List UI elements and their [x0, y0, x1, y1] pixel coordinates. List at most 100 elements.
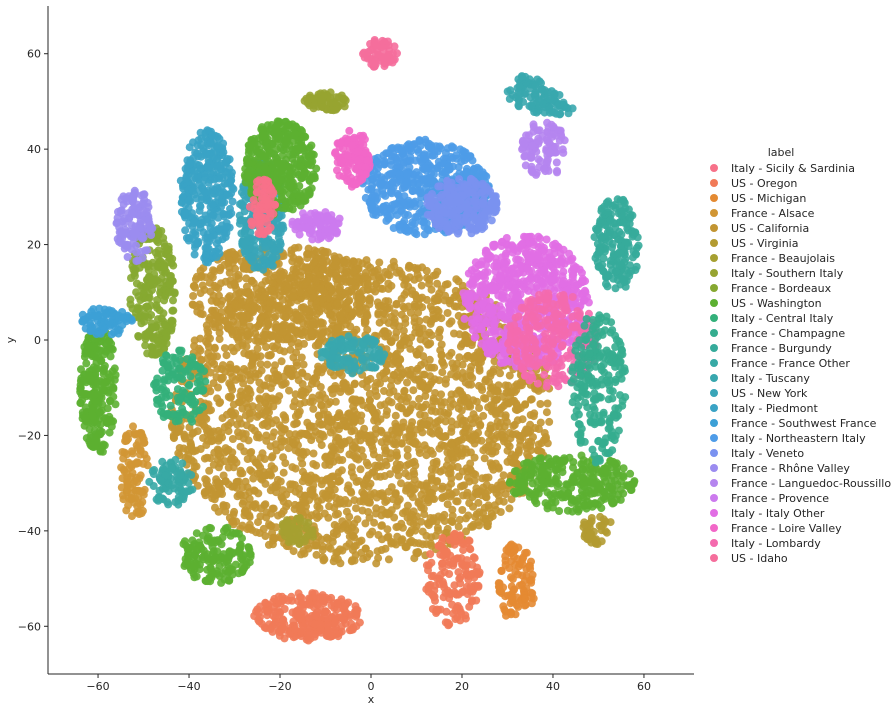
- scatter-point: [203, 453, 212, 462]
- scatter-point: [360, 424, 369, 433]
- scatter-point: [248, 353, 257, 362]
- scatter-point: [264, 317, 272, 326]
- scatter-point: [393, 145, 402, 154]
- scatter-point: [347, 279, 356, 288]
- scatter-point: [391, 411, 400, 420]
- scatter-point: [427, 471, 436, 480]
- scatter-point: [343, 484, 352, 493]
- scatter-point: [220, 260, 229, 269]
- scatter-point: [202, 243, 211, 252]
- scatter-point: [540, 266, 549, 275]
- scatter-point: [374, 531, 383, 539]
- scatter-point: [334, 468, 343, 477]
- scatter-point: [427, 377, 436, 386]
- scatter-point: [352, 504, 360, 513]
- scatter-point: [234, 428, 242, 437]
- scatter-point: [268, 286, 276, 294]
- scatter-point: [247, 448, 256, 456]
- scatter-point: [452, 291, 461, 300]
- scatter-point: [238, 469, 247, 478]
- scatter-point: [450, 218, 459, 227]
- scatter-point: [496, 310, 505, 319]
- scatter-point: [279, 468, 288, 477]
- scatter-point: [313, 502, 322, 511]
- scatter-point: [253, 412, 262, 421]
- scatter-point: [532, 275, 541, 284]
- scatter-point: [509, 269, 518, 278]
- scatter-point: [387, 398, 396, 407]
- scatter-point: [463, 473, 472, 482]
- scatter-point: [306, 489, 315, 498]
- scatter-point: [229, 185, 238, 193]
- scatter-point: [268, 394, 277, 403]
- scatter-point: [418, 382, 427, 391]
- scatter-point: [230, 507, 239, 516]
- scatter-point: [403, 408, 412, 417]
- scatter-point: [465, 499, 474, 508]
- scatter-point: [234, 398, 243, 407]
- scatter-point: [388, 178, 397, 187]
- scatter-point: [189, 447, 198, 456]
- scatter-point: [242, 274, 251, 283]
- scatter-point: [448, 505, 457, 514]
- scatter-point: [216, 489, 225, 497]
- scatter-point: [431, 407, 440, 416]
- scatter-point: [400, 386, 409, 395]
- scatter-point: [215, 481, 223, 490]
- scatter-point: [369, 445, 378, 454]
- scatter-point: [500, 437, 508, 446]
- scatter-point: [259, 524, 268, 533]
- scatter-point: [404, 472, 413, 481]
- scatter-point: [505, 338, 513, 347]
- scatter-point: [170, 434, 178, 443]
- scatter-point: [489, 465, 498, 474]
- scatter-point: [443, 164, 452, 173]
- scatter-point: [475, 221, 484, 230]
- scatter-point: [270, 464, 279, 473]
- scatter-point: [300, 473, 309, 482]
- scatter-point: [318, 265, 327, 274]
- scatter-point: [499, 471, 508, 480]
- scatter-point: [214, 446, 223, 455]
- scatter-point: [461, 378, 470, 387]
- scatter-point: [519, 358, 528, 367]
- scatter-point: [341, 290, 350, 299]
- scatter-point: [533, 379, 542, 388]
- scatter-point: [350, 380, 359, 389]
- scatter-point: [356, 436, 365, 445]
- scatter-point: [443, 176, 451, 185]
- scatter-point: [295, 255, 303, 264]
- scatter-point: [285, 430, 294, 438]
- scatter-point: [505, 322, 514, 331]
- scatter-point: [243, 455, 252, 463]
- scatter-point: [328, 316, 337, 325]
- scatter-point: [371, 287, 380, 296]
- scatter-point: [425, 355, 434, 364]
- scatter-point: [366, 374, 375, 383]
- scatter-point: [222, 410, 231, 419]
- scatter-point: [474, 314, 483, 323]
- scatter-point: [333, 299, 342, 308]
- scatter-point: [437, 484, 446, 493]
- scatter-point: [485, 205, 494, 214]
- scatter-point: [213, 434, 222, 443]
- scatter-point: [346, 322, 355, 331]
- scatter-point: [263, 360, 272, 369]
- scatter-point: [486, 421, 495, 430]
- scatter-point: [434, 307, 443, 316]
- scatter-point: [268, 452, 277, 461]
- scatter-point: [498, 237, 507, 246]
- scatter-point: [436, 397, 445, 406]
- scatter-point: [309, 404, 318, 413]
- scatter-point: [456, 387, 465, 396]
- scatter-point: [492, 506, 501, 514]
- scatter-point: [350, 519, 359, 528]
- scatter-point: [423, 496, 432, 505]
- scatter-points: [76, 36, 643, 645]
- scatter-point: [579, 296, 588, 305]
- scatter-point: [536, 400, 545, 408]
- scatter-point: [420, 411, 429, 420]
- scatter-point: [368, 468, 377, 477]
- scatter-point: [371, 430, 380, 438]
- scatter-point: [410, 314, 419, 322]
